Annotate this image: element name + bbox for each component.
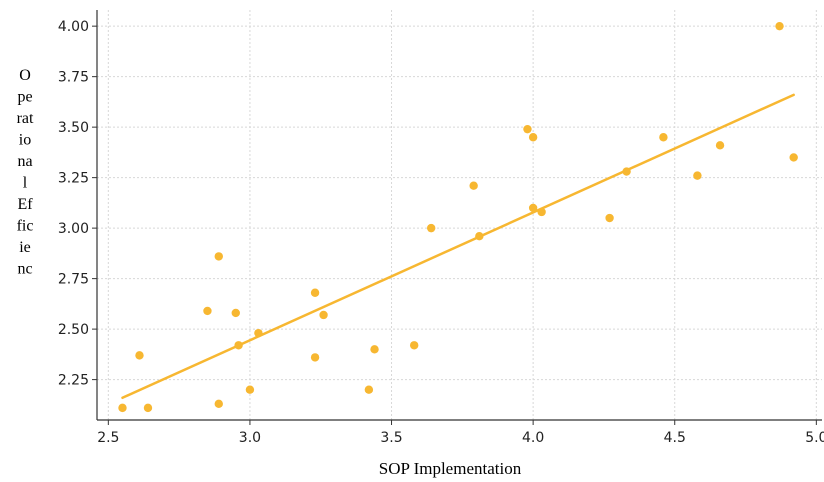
x-tick-labels: 2.5 3.0 3.5 4.0 4.5 5.0 xyxy=(97,430,824,446)
scatter-point xyxy=(310,288,320,297)
x-tick-label: 3.5 xyxy=(380,430,402,446)
scatter-point xyxy=(789,153,798,162)
scatter-point xyxy=(364,385,374,394)
y-axis-title-line: pe xyxy=(17,89,32,106)
scatter-point xyxy=(528,203,538,213)
y-tick-label: 4.00 xyxy=(58,19,89,35)
scatter-point xyxy=(231,308,240,318)
y-axis-title-line: nc xyxy=(17,261,32,278)
y-axis-title-line: rat xyxy=(17,110,34,127)
y-axis-title-line: fic xyxy=(17,218,34,235)
scatter-point xyxy=(523,124,532,134)
scatter-point xyxy=(775,21,784,31)
trendline-group xyxy=(121,93,795,400)
scatter-point xyxy=(659,133,668,142)
y-axis-title-line: ie xyxy=(19,239,31,256)
y-tick-label: 3.75 xyxy=(58,70,89,86)
x-axis-title: SOP Implementation xyxy=(379,459,522,478)
y-tick-label: 3.25 xyxy=(58,171,89,187)
y-axis-title-line: io xyxy=(19,132,31,149)
x-tick-label: 2.5 xyxy=(97,430,119,446)
scatter-point xyxy=(234,341,243,350)
x-tick-label: 3.0 xyxy=(239,430,261,446)
scatter-point xyxy=(537,207,546,217)
scatter-point xyxy=(693,171,702,180)
x-tick-label: 4.0 xyxy=(522,430,544,446)
data-points xyxy=(118,21,798,413)
scatter-point xyxy=(319,310,328,320)
y-axis-title: Ope rat io na l Ef fic ie nc xyxy=(17,67,34,278)
scatter-point xyxy=(214,252,223,261)
scatter-point xyxy=(469,181,478,190)
scatter-point xyxy=(310,353,320,362)
scatter-point xyxy=(143,403,153,413)
scatter-point xyxy=(245,385,255,394)
axes xyxy=(92,10,822,425)
y-tick-label: 2.25 xyxy=(58,373,89,389)
scatter-point xyxy=(254,328,263,338)
y-tick-label: 3.50 xyxy=(58,120,89,136)
y-axis-title-line: Ef xyxy=(17,196,33,213)
scatter-point xyxy=(214,399,223,409)
y-tick-labels: 2.25 2.50 2.75 3.00 3.25 3.50 3.75 4.00 xyxy=(58,19,89,388)
y-tick-label: 2.50 xyxy=(58,322,89,338)
grid-lines xyxy=(97,10,822,420)
scatter-point xyxy=(475,232,484,241)
x-tick-label: 4.5 xyxy=(664,430,686,446)
scatter-point xyxy=(528,133,538,142)
scatter-point xyxy=(203,306,212,316)
y-axis-title-line: na xyxy=(17,153,32,170)
scatter-point xyxy=(715,141,725,150)
scatter-point xyxy=(118,403,127,413)
scatter-point xyxy=(426,223,436,233)
scatter-point xyxy=(409,341,419,350)
trendline xyxy=(121,93,795,400)
scatter-point xyxy=(370,345,379,354)
y-tick-label: 3.00 xyxy=(58,221,89,237)
scatter-point xyxy=(622,167,631,176)
y-tick-label: 2.75 xyxy=(58,272,89,288)
scatter-point xyxy=(135,351,144,360)
y-axis-title-line: l xyxy=(23,175,28,192)
y-axis-title-line: O xyxy=(19,67,31,84)
x-tick-label: 5.0 xyxy=(805,430,824,446)
scatter-point xyxy=(605,213,614,223)
